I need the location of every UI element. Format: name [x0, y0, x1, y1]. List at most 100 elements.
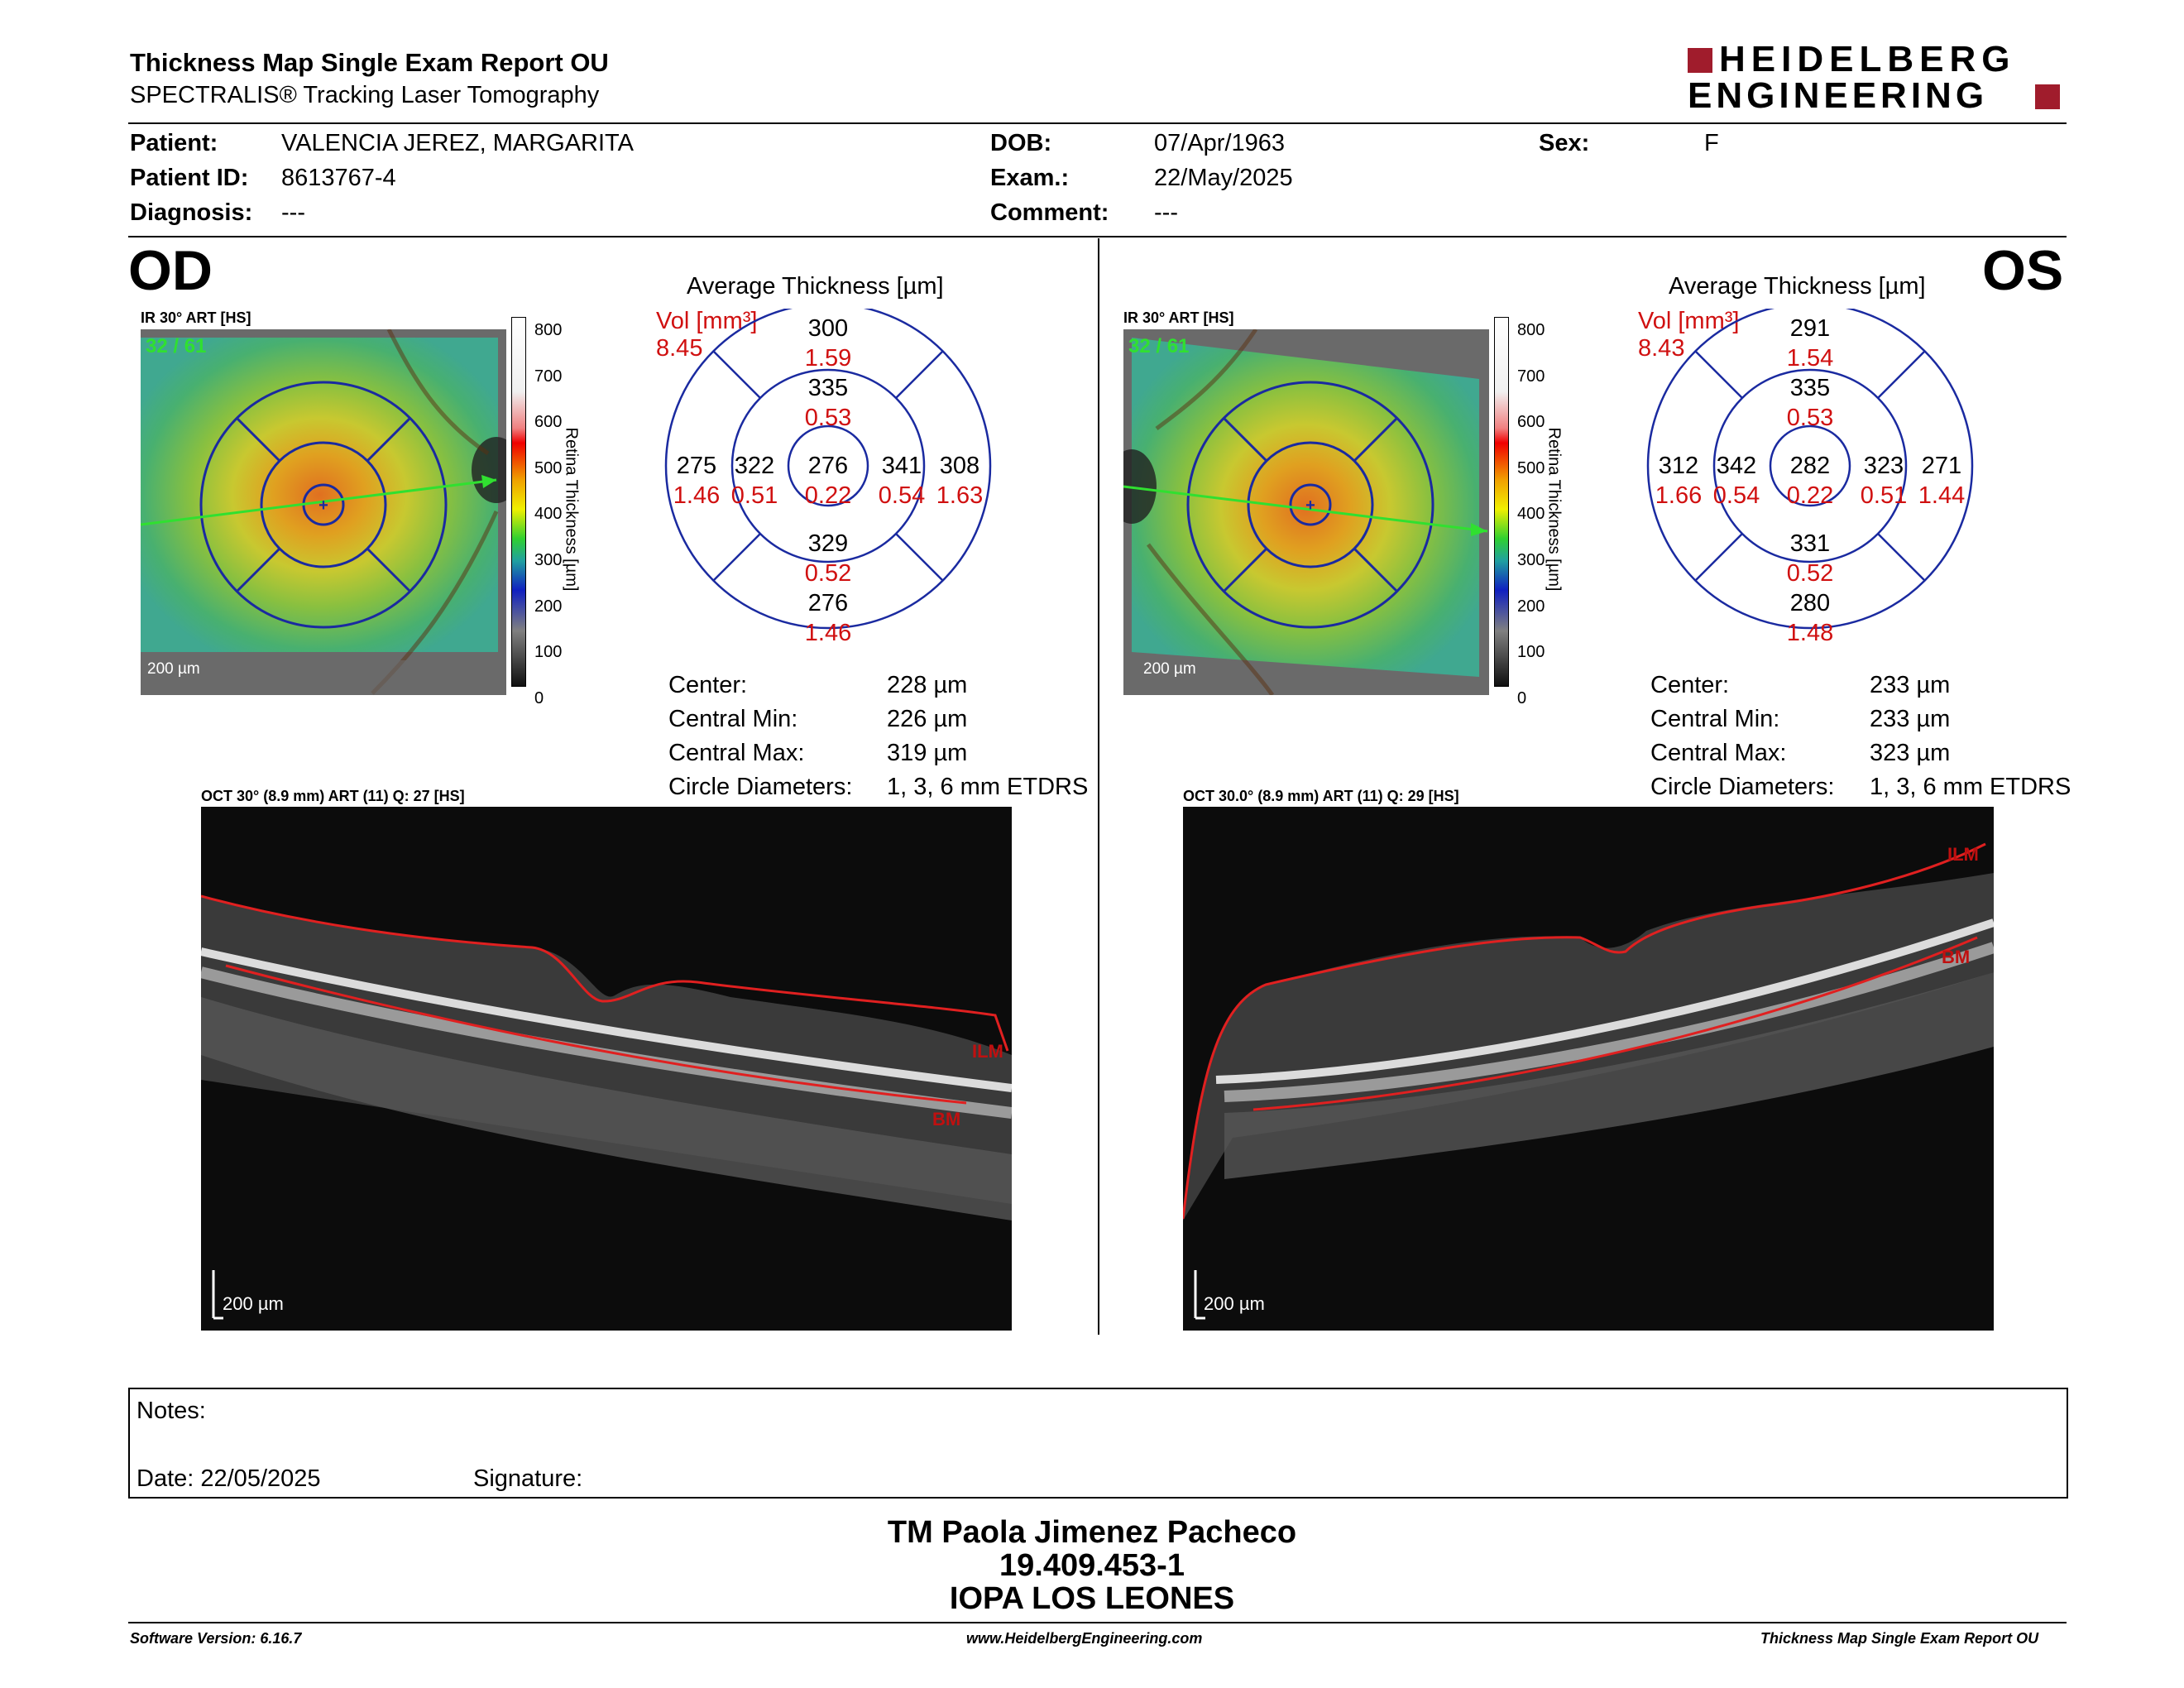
os-tick: 800	[1517, 321, 1545, 339]
heidelberg-logo: HEIDELBERG ENGINEERING	[1688, 41, 2068, 116]
comment-value: ---	[1154, 199, 1178, 226]
od-thick: 275	[676, 453, 717, 479]
os-sector-sup-outer: 291 1.54	[1777, 314, 1843, 373]
os-sector-inf-inner: 331 0.52	[1777, 529, 1843, 588]
od-center-value: 228 µm	[887, 672, 968, 698]
patient-id: 8613767-4	[281, 165, 396, 191]
center-divider	[1098, 238, 1099, 1335]
os-vol-sector: 0.52	[1786, 560, 1834, 587]
date-label: Date: 22/05/2025	[136, 1465, 321, 1492]
website-link[interactable]: www.HeidelbergEngineering.com	[966, 1630, 1203, 1647]
patient-name: VALENCIA JEREZ, MARGARITA	[281, 130, 634, 156]
os-sector-center: 282 0.22	[1777, 451, 1843, 511]
os-sector-left-inner: 342 0.54	[1703, 451, 1770, 511]
od-sector-right-outer: 308 1.63	[927, 451, 993, 511]
exam-value: 22/May/2025	[1154, 165, 1293, 191]
dob-value: 07/Apr/1963	[1154, 130, 1286, 156]
signature-label: Signature:	[473, 1465, 583, 1492]
signatory-rut: 19.409.453-1	[999, 1548, 1185, 1583]
report-subtitle: SPECTRALIS® Tracking Laser Tomography	[130, 82, 600, 108]
os-tick: 700	[1517, 367, 1545, 386]
logo-square-top	[1688, 48, 1712, 73]
od-tick: 300	[534, 550, 563, 569]
os-map-scale: 200 µm	[1143, 660, 1196, 678]
os-sector-inf-outer: 280 1.48	[1777, 588, 1843, 648]
os-sector-values: 291 1.54 335 0.53 312 1.66 342 0.54 282 0.22 …	[1640, 309, 1980, 648]
od-tick: 700	[534, 367, 563, 386]
patient-label: Patient:	[130, 130, 218, 156]
logo-line2: ENGINEERING	[1688, 75, 1989, 116]
od-tick: 800	[534, 321, 563, 339]
os-thick: 335	[1789, 375, 1831, 401]
od-circ-label: Circle Diameters:	[668, 774, 853, 800]
os-vol-value: 8.43	[1638, 335, 1685, 362]
od-sector-left-outer: 275 1.46	[663, 451, 730, 511]
patient-rule	[128, 236, 2067, 237]
od-colorbar-title: Retina Thickness [µm]	[562, 427, 581, 592]
od-center-label: Center:	[668, 672, 748, 698]
od-tick: 200	[534, 597, 563, 616]
os-thick: 323	[1863, 453, 1904, 479]
od-stats-values: 228 µm 226 µm 319 µm 1, 3, 6 mm ETDRS	[887, 669, 1088, 804]
os-ir-label: IR 30° ART [HS]	[1123, 309, 1234, 326]
os-colorbar	[1494, 317, 1509, 687]
od-avg-title: Average Thickness [µm]	[687, 273, 944, 300]
os-min-value: 233 µm	[1870, 706, 1951, 732]
os-tick: 300	[1517, 550, 1545, 569]
notes-box[interactable]: Notes: Date: 22/05/2025 Signature:	[128, 1388, 2068, 1499]
os-tick: 0	[1517, 688, 1527, 707]
od-vol-sector: 0.52	[804, 560, 852, 587]
os-vol-sector: 1.44	[1918, 482, 1966, 509]
os-thick: 291	[1789, 315, 1831, 342]
os-vol-sector: 0.51	[1860, 482, 1908, 509]
header-rule	[128, 122, 2067, 124]
os-stats-values: 233 µm 233 µm 323 µm 1, 3, 6 mm ETDRS	[1870, 669, 2071, 804]
od-tick: 600	[534, 413, 563, 432]
od-vol-sector: 0.54	[878, 482, 926, 509]
patient-id-label: Patient ID:	[130, 165, 249, 191]
report-title: Thickness Map Single Exam Report OU	[130, 48, 609, 77]
od-sector-inf-outer: 276 1.46	[795, 588, 861, 648]
od-thick: 308	[939, 453, 980, 479]
od-oct-scan	[201, 807, 1012, 1331]
od-label: OD	[128, 239, 213, 302]
od-map-scale: 200 µm	[147, 660, 200, 678]
svg-text:+: +	[1305, 496, 1315, 515]
od-vol-sector: 1.46	[804, 620, 852, 646]
od-circ-value: 1, 3, 6 mm ETDRS	[887, 774, 1089, 800]
os-colorbar-title: Retina Thickness [µm]	[1545, 427, 1564, 592]
od-sector-sup-inner: 335 0.53	[795, 373, 861, 433]
logo-line1: HEIDELBERG	[1719, 39, 2016, 79]
os-max-label: Central Max:	[1650, 740, 1787, 766]
os-vol-sector: 1.54	[1786, 345, 1834, 372]
od-optic-disc	[472, 437, 506, 503]
os-optic-disc	[1123, 449, 1157, 524]
os-tick: 600	[1517, 413, 1545, 432]
os-sector-right-outer: 271 1.44	[1909, 451, 1975, 511]
os-colorbar-ticks: 800 700 600 500 400 300 200 100 0	[1517, 308, 1545, 722]
notes-label: Notes:	[136, 1398, 206, 1424]
od-vol: Vol [mm³] 8.45	[656, 308, 757, 362]
os-sector-right-inner: 323 0.51	[1851, 451, 1917, 511]
od-vol-sector: 1.63	[936, 482, 984, 509]
os-scan-line	[1123, 485, 1488, 533]
od-thick: 341	[881, 453, 922, 479]
os-oct-scale: 200 µm	[1204, 1293, 1265, 1314]
od-tick: 500	[534, 458, 563, 477]
od-scan-line	[141, 478, 497, 526]
od-bm-line	[225, 964, 967, 1105]
os-thick: 331	[1789, 530, 1831, 557]
od-thick: 300	[807, 315, 849, 342]
od-colorbar	[511, 317, 526, 687]
os-sector-left-outer: 312 1.66	[1645, 451, 1712, 511]
os-oct-label: OCT 30.0° (8.9 mm) ART (11) Q: 29 [HS]	[1183, 788, 1459, 804]
od-tick: 400	[534, 505, 563, 524]
od-sector-values: 300 1.59 335 0.53 275 1.46 322 0.51 276 0.22 …	[659, 309, 998, 648]
od-art-count: 32 / 61	[146, 335, 207, 357]
od-vol-sector: 1.59	[804, 345, 852, 372]
od-tick: 100	[534, 643, 563, 662]
od-sector-sup-outer: 300 1.59	[795, 314, 861, 373]
os-stats-labels: Center: Central Min: Central Max: Circle…	[1650, 669, 1834, 804]
od-sector-left-inner: 322 0.51	[721, 451, 788, 511]
od-ilm-line	[201, 894, 1009, 1052]
